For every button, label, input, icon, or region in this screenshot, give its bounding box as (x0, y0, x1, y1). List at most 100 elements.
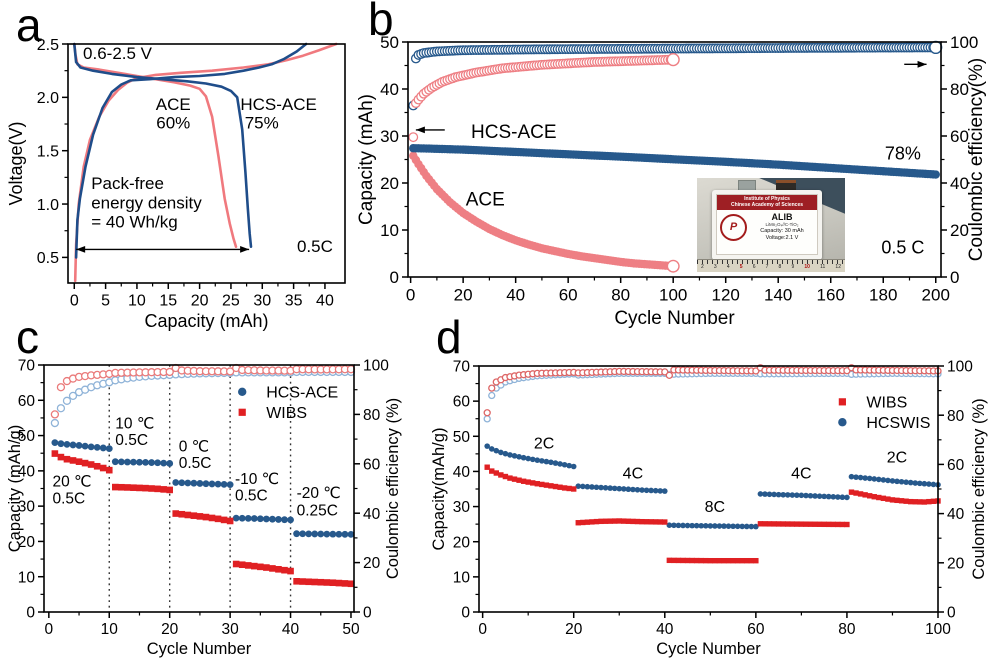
data-point (124, 484, 131, 491)
tick-label: 50 (453, 429, 471, 446)
data-point (798, 521, 805, 527)
x-axis-title: Cycle Number (147, 640, 252, 658)
data-point (803, 492, 809, 499)
data-point (652, 487, 659, 494)
data-line (73, 42, 253, 248)
data-point (680, 557, 686, 564)
tick-label: 0 (390, 268, 399, 287)
data-point (498, 472, 504, 478)
x-axis-title: Capacity (mAh) (144, 311, 268, 331)
data-point (916, 480, 923, 487)
series-end-marker (666, 259, 680, 273)
data-point (202, 480, 210, 488)
data-point (557, 484, 563, 490)
data-point (898, 478, 905, 485)
data-point (930, 481, 937, 488)
data-point (625, 486, 632, 493)
data-point (853, 490, 859, 496)
data-point (866, 475, 873, 482)
legend-label: HCSWIS (866, 415, 930, 432)
data-point (561, 485, 568, 491)
tick-label: 0 (70, 292, 79, 309)
data-point (543, 482, 550, 488)
tick-label: 20 (454, 285, 473, 304)
data-point (488, 384, 496, 392)
data-point (262, 515, 270, 523)
tick-label: 10 (380, 221, 399, 240)
data-point (51, 450, 59, 457)
data-point (712, 557, 718, 564)
data-point (798, 492, 805, 499)
data-point (489, 468, 495, 474)
tick-label: 180 (869, 285, 897, 304)
annotations: HCS-ACE ACE 78% 0.5 C (466, 122, 925, 258)
data-point (118, 483, 125, 491)
data-point (136, 458, 143, 466)
data-point (57, 453, 65, 461)
data-point (844, 521, 850, 528)
tick-label: 1.5 (37, 143, 59, 160)
data-point (621, 486, 627, 492)
data-point (830, 521, 836, 528)
data-point (716, 523, 723, 529)
data-point (889, 497, 896, 503)
data-point (621, 518, 627, 524)
plot-frame (67, 43, 346, 284)
data-point (484, 443, 490, 449)
legend: WIBS HCSWIS (838, 395, 930, 432)
tick-label: 20 (565, 621, 583, 638)
tick-label: 60 (363, 456, 381, 473)
data-point (105, 466, 113, 474)
annotation: 0.5C (179, 455, 212, 472)
data-point (725, 523, 732, 529)
tick-label: 0 (363, 605, 372, 622)
tick-label: 0 (950, 268, 959, 287)
data-point (548, 459, 554, 466)
tick-label: 40 (947, 506, 965, 523)
annotation: 0 ℃ (179, 438, 209, 455)
ruler-number: 4 (726, 264, 730, 270)
data-point (912, 499, 918, 505)
annotation: 8C (705, 499, 725, 516)
data-point (871, 476, 878, 482)
data-point (214, 480, 222, 488)
data-point (561, 461, 568, 468)
data-point (625, 518, 632, 524)
institute-line2: Chinese Academy of Sciences (730, 202, 804, 209)
data-point (921, 480, 928, 487)
data-point (305, 578, 312, 586)
tick-label: 100 (950, 33, 978, 52)
tick-label: 0 (406, 285, 415, 304)
data-point (602, 518, 609, 524)
data-point (347, 530, 355, 538)
data-point (675, 522, 682, 529)
data-point (570, 463, 577, 470)
tick-label: 40 (950, 174, 969, 193)
data-point (762, 521, 768, 527)
data-point (693, 557, 700, 564)
series-ace-capacity (409, 151, 680, 273)
ruler-number: 5 (739, 264, 743, 270)
ruler-number: 2 (701, 264, 704, 270)
tick-label: 60 (950, 127, 969, 146)
data-point (507, 452, 513, 458)
ruler: 2 3 4 5 6 7 8 9 10 11 12 (697, 259, 845, 272)
data-point (269, 515, 276, 523)
tick-label: 60 (947, 457, 965, 474)
arrowhead (240, 245, 250, 253)
annotation: 4C (791, 465, 811, 482)
data-point (812, 493, 818, 499)
data-point (885, 477, 891, 484)
tick-label: 0 (45, 621, 54, 638)
data-point (287, 567, 294, 575)
data-point (317, 578, 325, 586)
data-point (63, 440, 71, 448)
data-point (226, 481, 234, 489)
data-point (566, 485, 572, 492)
data-point (689, 557, 695, 564)
data-point (589, 519, 595, 525)
annotation: 78% (885, 144, 921, 164)
data-point (680, 522, 686, 529)
data-point (99, 444, 107, 452)
